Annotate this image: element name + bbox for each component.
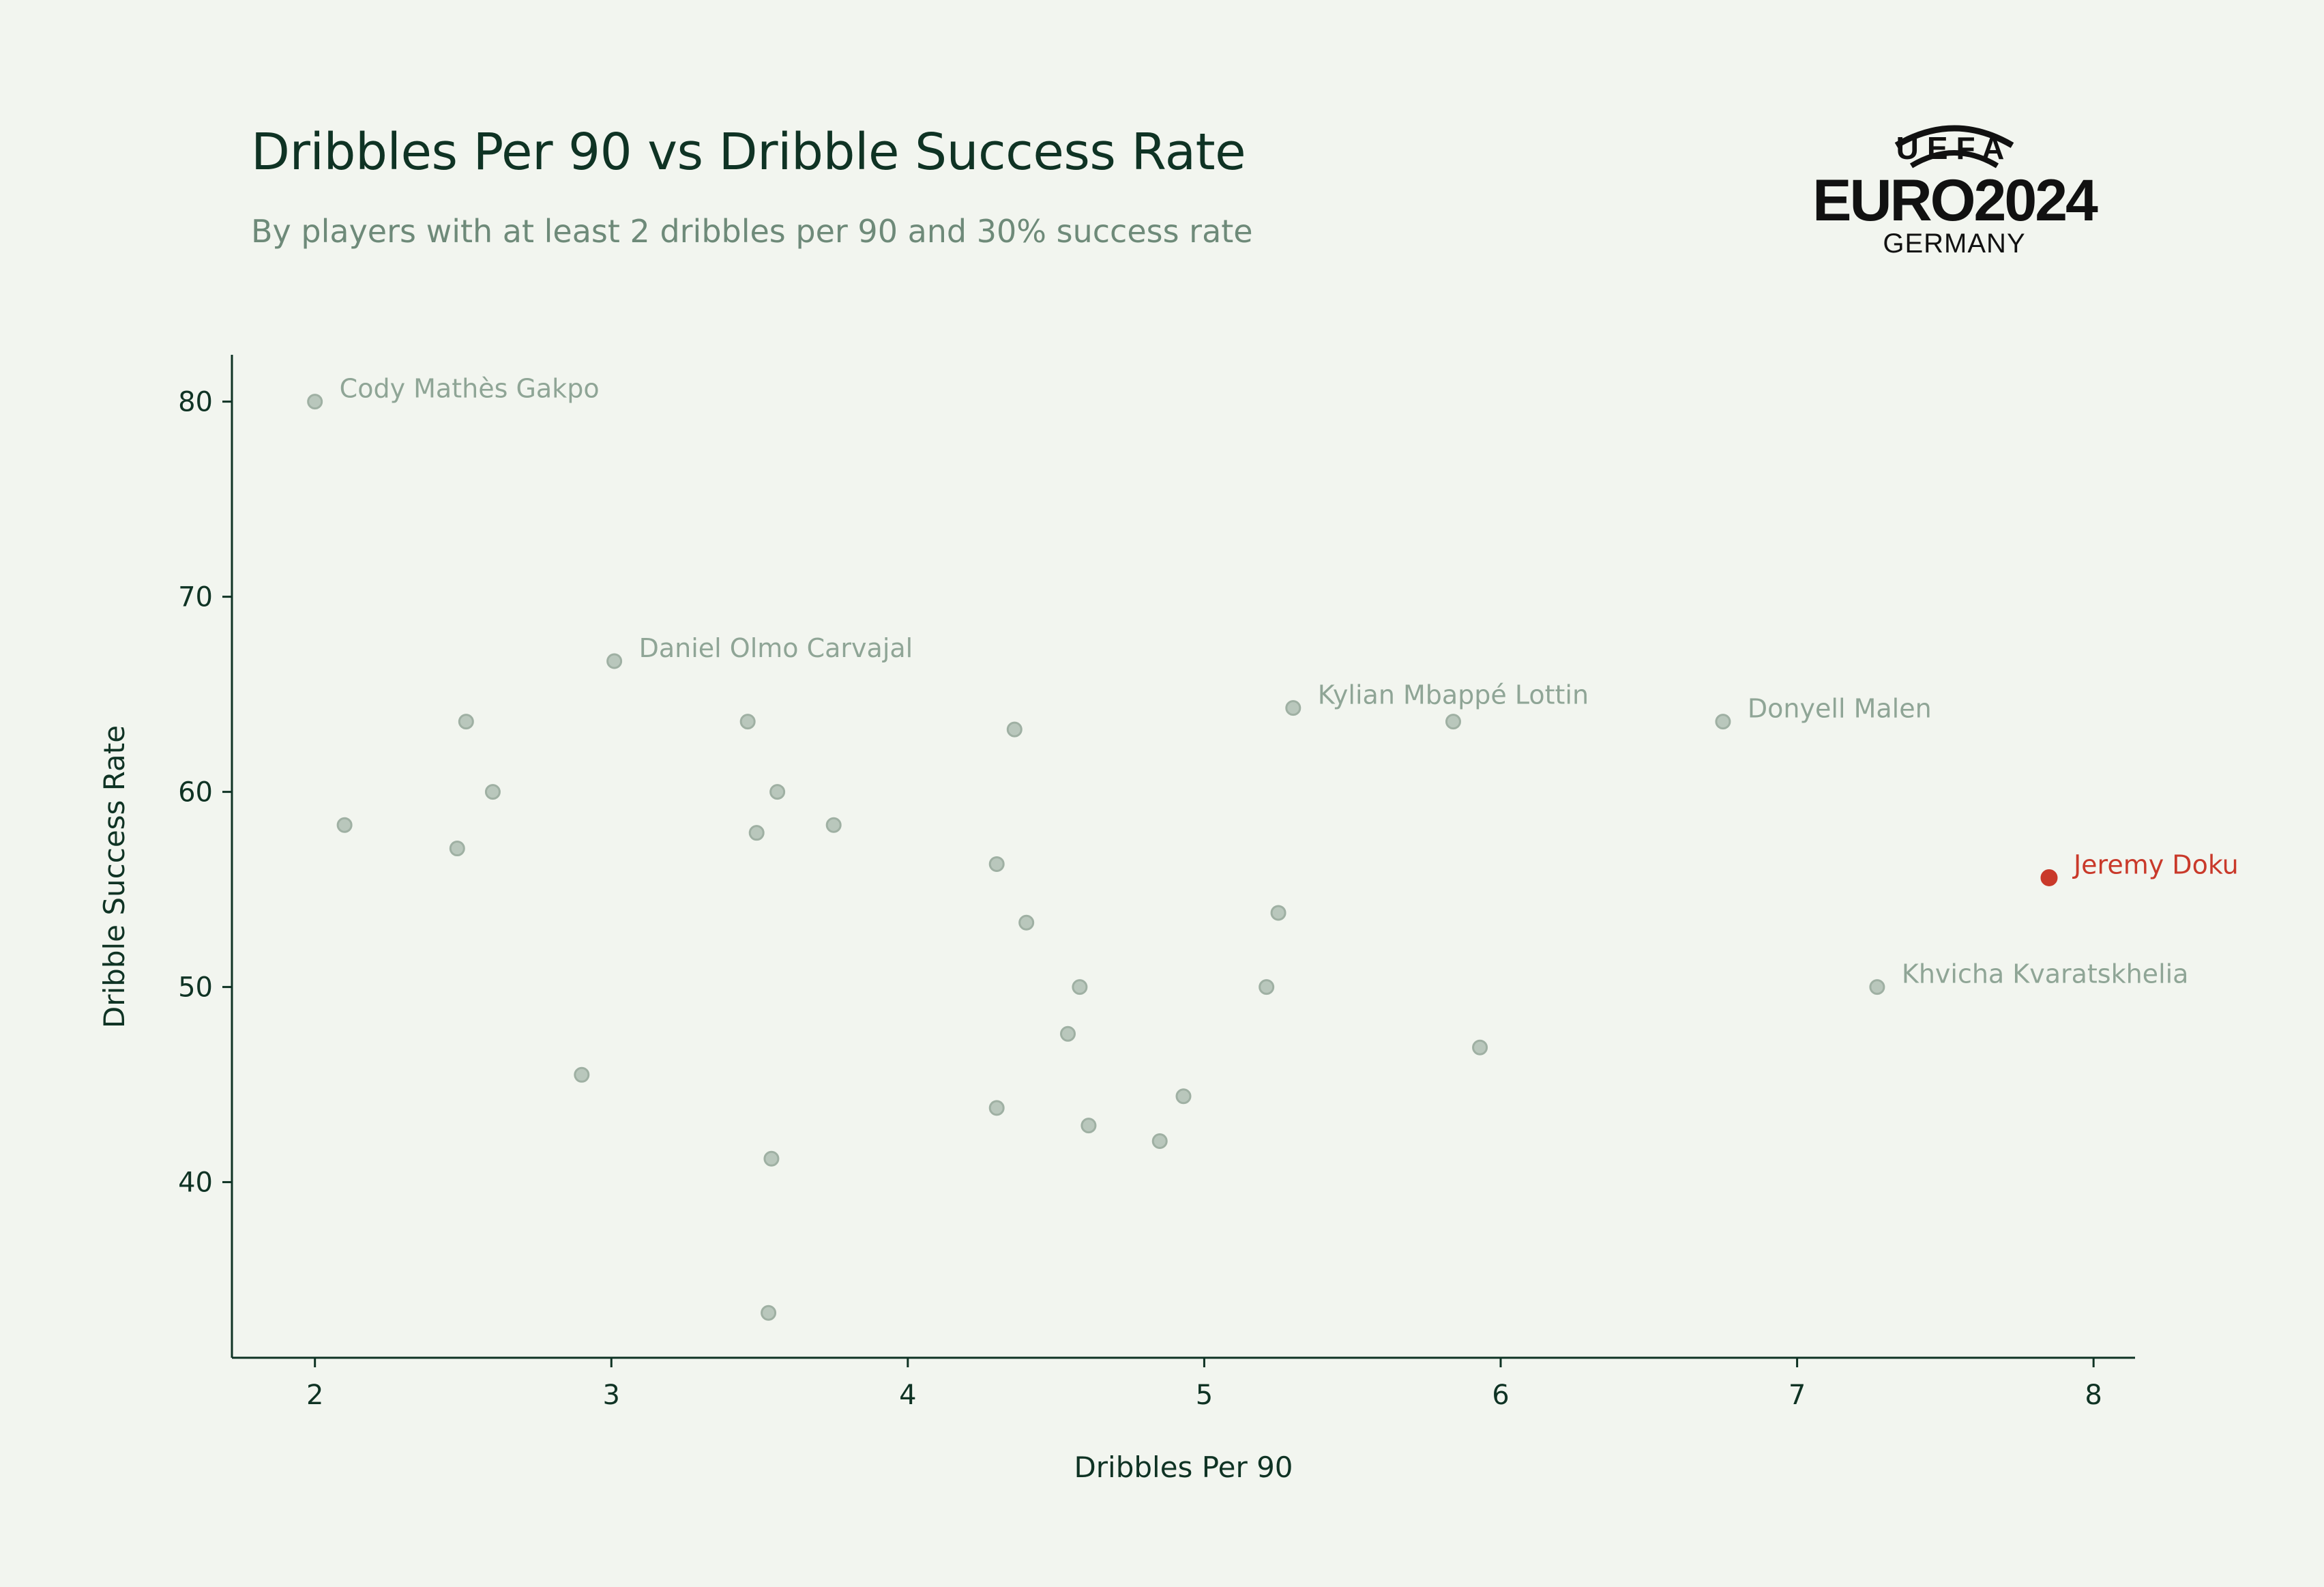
y-tick-label: 70 bbox=[178, 582, 213, 613]
euro2024-logo-graphic: UEFA EURO2024 GERMANY bbox=[1812, 125, 2100, 259]
chart-subtitle: By players with at least 2 dribbles per … bbox=[251, 213, 1253, 250]
data-point bbox=[1715, 714, 1731, 730]
x-tick-label: 3 bbox=[603, 1380, 620, 1411]
data-point bbox=[769, 784, 786, 800]
data-point bbox=[1175, 1088, 1192, 1105]
data-point bbox=[449, 841, 465, 857]
point-label: Khvicha Kvaratskhelia bbox=[1902, 959, 2189, 989]
chart-title: Dribbles Per 90 vs Dribble Success Rate bbox=[251, 123, 1246, 181]
data-point bbox=[763, 1150, 780, 1167]
x-tick-label: 6 bbox=[1492, 1380, 1509, 1411]
x-tick-label: 8 bbox=[2085, 1380, 2102, 1411]
data-point bbox=[1259, 979, 1275, 995]
logo-euro-text: EURO2024 bbox=[1812, 168, 2098, 233]
y-tick-label: 80 bbox=[178, 387, 213, 418]
data-point bbox=[1445, 714, 1461, 730]
euro2024-logo: UEFA EURO2024 GERMANY bbox=[1801, 113, 2108, 263]
data-point bbox=[739, 714, 756, 730]
x-tick-label: 2 bbox=[306, 1380, 323, 1411]
data-point bbox=[484, 784, 501, 800]
point-label: Cody Mathès Gakpo bbox=[340, 374, 600, 404]
logo-germany-text: GERMANY bbox=[1883, 229, 2025, 259]
data-point bbox=[1869, 979, 1885, 995]
data-point bbox=[1072, 979, 1088, 995]
y-tick-label: 60 bbox=[178, 777, 213, 809]
data-point bbox=[1006, 721, 1023, 738]
data-point bbox=[1285, 700, 1301, 716]
y-tick-label: 40 bbox=[178, 1167, 213, 1199]
data-point bbox=[574, 1066, 590, 1083]
data-point bbox=[761, 1305, 777, 1321]
y-axis-label: Dribble Success Rate bbox=[98, 725, 131, 1028]
point-label: Donyell Malen bbox=[1748, 694, 1932, 724]
x-axis-label: Dribbles Per 90 bbox=[1074, 1451, 1293, 1484]
data-point bbox=[1060, 1025, 1076, 1042]
highlighted-data-point bbox=[2040, 869, 2058, 886]
data-point bbox=[1151, 1133, 1168, 1150]
data-point bbox=[1080, 1118, 1097, 1134]
data-point bbox=[307, 394, 323, 410]
data-point bbox=[336, 817, 353, 833]
logo-uefa-text: UEFA bbox=[1896, 130, 2013, 166]
data-point bbox=[1018, 914, 1035, 931]
x-tick-label: 5 bbox=[1196, 1380, 1213, 1411]
data-point bbox=[458, 714, 474, 730]
data-point bbox=[1270, 905, 1286, 921]
point-label: Kylian Mbappé Lottin bbox=[1318, 680, 1589, 710]
x-tick-label: 4 bbox=[899, 1380, 916, 1411]
data-point bbox=[988, 856, 1005, 872]
data-point bbox=[1472, 1039, 1488, 1055]
highlighted-point-label: Jeremy Doku bbox=[2072, 849, 2239, 879]
data-point bbox=[606, 653, 623, 669]
data-point bbox=[988, 1100, 1005, 1116]
data-point bbox=[748, 825, 765, 841]
data-point bbox=[825, 817, 842, 833]
x-tick-label: 7 bbox=[1789, 1380, 1806, 1411]
point-label: Daniel Olmo Carvajal bbox=[639, 633, 913, 663]
y-tick-label: 50 bbox=[178, 972, 213, 1004]
